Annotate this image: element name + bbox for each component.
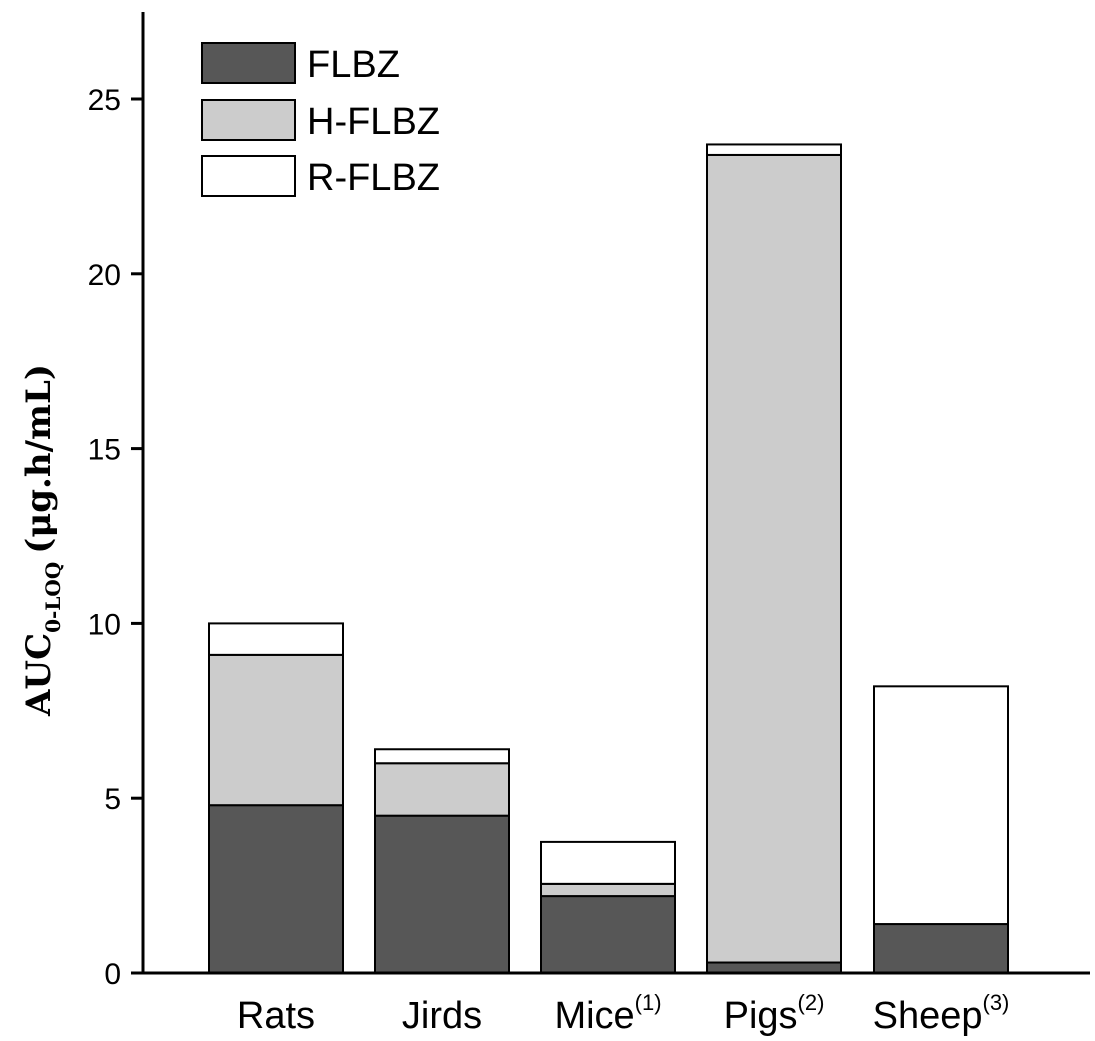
y-tick-label: 20 xyxy=(88,259,121,292)
y-axis-label-subscript: 0-LOQ xyxy=(41,562,65,633)
y-tick-label: 25 xyxy=(88,84,121,117)
y-tick-label: 5 xyxy=(104,783,121,816)
x-tick-label-sheep: Sheep(3) xyxy=(873,990,1010,1037)
legend-swatch-r-flbz xyxy=(201,155,296,197)
bar-segment-mice-flbz xyxy=(540,895,676,975)
svg-text:AUC0-LOQ(μg.h/mL): AUC0-LOQ (μg.h/mL) xyxy=(19,364,65,717)
y-axis-label-units: (μg.h/mL) xyxy=(19,364,59,554)
y-tick-label: 15 xyxy=(88,434,121,467)
x-tick-label-rats: Rats xyxy=(237,995,315,1037)
bar-segment-rats-h-flbz xyxy=(208,653,344,807)
bar-segment-pigs-flbz xyxy=(706,961,842,975)
axes-group: 0 5 10 15 20 25 Rats Jirds Mice(1) Pigs(2) Sheep(3… xyxy=(88,12,1090,1037)
bar-segment-mice-h-flbz xyxy=(540,882,676,898)
legend-swatch-h-flbz xyxy=(201,99,296,141)
y-tick-label: 10 xyxy=(88,608,121,641)
legend-swatch-flbz xyxy=(201,42,296,84)
bar-segment-sheep-flbz xyxy=(873,923,1009,975)
y-axis-label-main: AUC xyxy=(19,633,59,717)
bar-segment-rats-flbz xyxy=(208,804,344,975)
x-tick-label-mice: Mice(1) xyxy=(554,990,661,1037)
bar-segment-sheep-r-flbz xyxy=(873,685,1009,926)
bar-segment-jirds-r-flbz xyxy=(374,748,510,765)
legend-label-r-flbz: R-FLBZ xyxy=(307,157,440,199)
legend-label-h-flbz: H-FLBZ xyxy=(307,101,440,143)
bar-segment-pigs-h-flbz xyxy=(706,153,842,964)
legend-label-flbz: FLBZ xyxy=(307,44,400,86)
x-tick-label-pigs: Pigs(2) xyxy=(724,990,825,1037)
y-axis-label: AUC0-LOQ (μg.h/mL) xyxy=(19,364,65,717)
bar-segment-rats-r-flbz xyxy=(208,622,344,656)
bar-segment-jirds-flbz xyxy=(374,814,510,974)
bar-segment-mice-r-flbz xyxy=(540,840,676,885)
y-tick-label: 0 xyxy=(104,958,121,991)
x-tick-label-jirds: Jirds xyxy=(402,995,482,1037)
bars-group xyxy=(208,143,1009,975)
legend: FLBZ H-FLBZ R-FLBZ xyxy=(201,42,440,199)
bar-segment-pigs-r-flbz xyxy=(706,143,842,156)
bar-segment-jirds-h-flbz xyxy=(374,762,510,817)
